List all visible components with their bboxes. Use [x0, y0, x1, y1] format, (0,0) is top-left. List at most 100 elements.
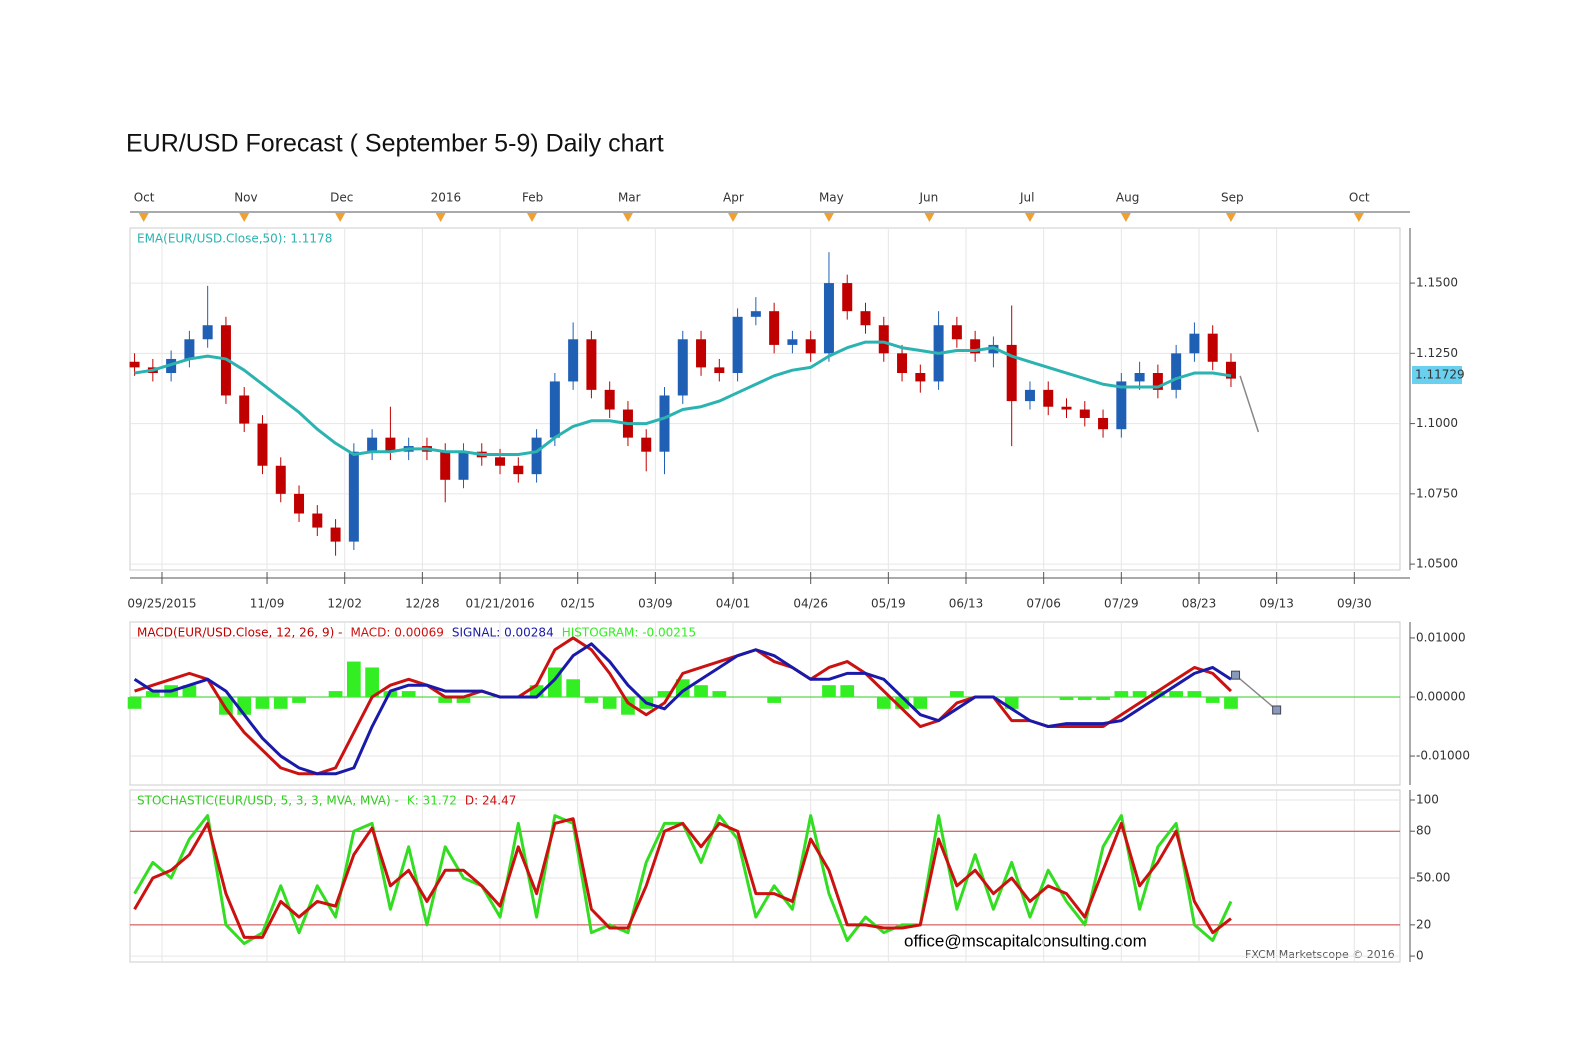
month-label: Oct	[134, 191, 155, 205]
y-tick-label: -0.01000	[1416, 749, 1470, 763]
candle-body	[1189, 333, 1200, 354]
x-tick-label: 12/02	[327, 597, 362, 611]
x-tick-label: 04/26	[793, 597, 828, 611]
candle-body	[696, 339, 707, 368]
legend-entry: K: 31.72	[407, 794, 457, 808]
candle-body	[1207, 333, 1218, 362]
candle-body	[1098, 417, 1109, 430]
histogram-bar	[273, 697, 288, 709]
month-marker	[527, 213, 538, 222]
candle-body	[878, 325, 889, 354]
month-label: Jun	[918, 191, 938, 205]
month-label: Oct	[1349, 191, 1370, 205]
month-label: Feb	[522, 191, 543, 205]
x-tick-label: 03/09	[638, 597, 673, 611]
x-tick-label: 07/06	[1026, 597, 1061, 611]
candle-body	[604, 389, 615, 410]
month-marker	[1353, 213, 1364, 222]
candle-body	[842, 283, 853, 312]
candle-body	[239, 395, 250, 424]
candle-body	[568, 339, 579, 382]
histogram-bar	[456, 697, 471, 703]
candle-body	[330, 527, 341, 542]
x-tick-label: 04/01	[716, 597, 751, 611]
month-marker	[1225, 213, 1236, 222]
histogram-bar	[822, 685, 836, 698]
x-tick-label: 06/13	[949, 597, 984, 611]
y-tick-label: 80	[1416, 824, 1431, 838]
candle-body	[732, 316, 743, 374]
legend-entry: EMA(EUR/USD.Close,50): 1.1178	[137, 232, 332, 246]
histogram-bar	[401, 691, 416, 698]
candle-body	[586, 339, 597, 390]
candle-body	[275, 465, 286, 494]
legend-entry: MACD: 0.00069	[350, 626, 443, 640]
x-tick-label: 05/19	[871, 597, 906, 611]
histogram-bar	[346, 661, 361, 698]
month-label: Dec	[330, 191, 353, 205]
histogram-bar	[1187, 691, 1202, 698]
histogram-bar	[365, 667, 379, 698]
month-label: Apr	[723, 191, 744, 205]
forecast-point	[1272, 705, 1282, 715]
x-tick-label: 08/23	[1182, 597, 1217, 611]
candle-body	[915, 373, 926, 382]
candle-body	[1006, 344, 1017, 402]
legend-entry: MACD(EUR/USD.Close, 12, 26, 9) -	[137, 626, 342, 640]
month-marker	[239, 213, 250, 222]
candle-body	[769, 311, 780, 345]
y-tick-label: 50.00	[1416, 871, 1450, 885]
month-label: Jul	[1019, 191, 1034, 205]
x-tick-label: 02/15	[560, 597, 595, 611]
legend-entry: SIGNAL: 0.00284	[452, 626, 554, 640]
month-label: Aug	[1116, 191, 1139, 205]
candle-body	[367, 437, 378, 452]
candle-body	[513, 465, 524, 475]
y-tick-label: 0.00000	[1416, 690, 1466, 704]
histogram-bar	[529, 685, 544, 698]
candle-body	[348, 451, 359, 542]
candle-body	[1043, 389, 1054, 407]
y-tick-label: 1.1500	[1416, 276, 1458, 290]
histogram-bar	[584, 697, 599, 703]
candle-body	[1024, 389, 1035, 402]
credit: FXCM Marketscope © 2016	[1245, 948, 1395, 961]
candle-body	[184, 339, 195, 359]
y-tick-label: 0.01000	[1416, 630, 1466, 644]
histogram-bar	[237, 697, 252, 715]
histogram-bar	[328, 691, 343, 698]
histogram-bar	[1205, 697, 1220, 703]
x-tick-label: 09/30	[1337, 597, 1372, 611]
forecast-line	[1239, 375, 1260, 433]
histogram-bar	[292, 697, 306, 703]
candle-body	[531, 437, 542, 475]
histogram-bar	[566, 679, 580, 698]
histogram-bar	[1077, 697, 1092, 700]
candle-body	[1152, 373, 1163, 390]
candle-body	[787, 339, 798, 345]
chart-title: EUR/USD Forecast ( September 5-9) Daily …	[126, 130, 664, 158]
candle-body	[1079, 409, 1090, 418]
histogram-bar	[876, 697, 891, 709]
histogram-bar	[657, 691, 672, 698]
candle-body	[1134, 373, 1145, 382]
candle-body	[641, 437, 652, 452]
month-marker	[1120, 213, 1131, 222]
candle-body	[1116, 381, 1127, 430]
histogram-bar	[694, 685, 708, 698]
x-tick-label: 09/25/2015	[127, 597, 196, 611]
month-label: Nov	[234, 191, 257, 205]
candle-body	[549, 381, 560, 438]
legend-entry: D: 24.47	[465, 794, 516, 808]
histogram-bar	[840, 685, 855, 698]
watermark: office@mscapitalconsulting.com	[904, 931, 1147, 950]
month-marker	[1024, 213, 1035, 222]
x-tick-label: 11/09	[250, 597, 285, 611]
last-price-label: 1.11729	[1415, 368, 1465, 382]
x-tick-label: 12/28	[405, 597, 440, 611]
candle-body	[1171, 353, 1182, 390]
month-marker	[138, 213, 149, 222]
series-line	[134, 340, 1232, 457]
month-marker	[435, 213, 446, 222]
